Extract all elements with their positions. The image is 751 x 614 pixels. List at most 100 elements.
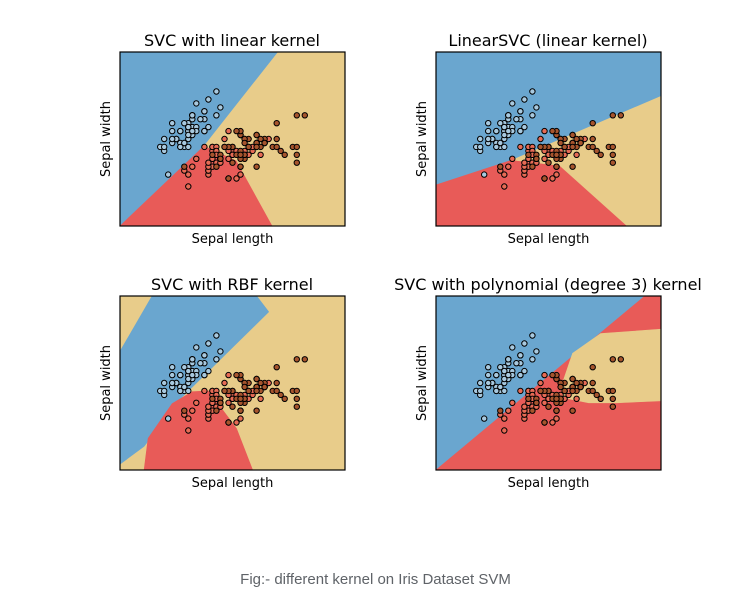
data-points: [157, 332, 308, 434]
point-setosa: [201, 371, 208, 379]
point-setosa: [477, 387, 484, 395]
point-virginica: [253, 143, 260, 151]
point-versicolor: [185, 427, 192, 434]
data-points: [473, 88, 624, 190]
point-virginica: [569, 131, 576, 139]
point-setosa: [485, 364, 492, 371]
point-versicolor: [501, 183, 508, 190]
point-virginica: [589, 387, 596, 395]
decision-regions: [120, 52, 345, 226]
point-virginica: [537, 387, 544, 395]
data-points: [473, 332, 624, 434]
point-virginica: [301, 356, 308, 363]
point-virginica: [261, 139, 268, 147]
subplot-title: LinearSVC (linear kernel): [448, 31, 647, 50]
point-setosa: [189, 371, 196, 379]
point-versicolor: [541, 399, 548, 406]
point-virginica: [273, 364, 280, 371]
point-virginica: [609, 159, 616, 166]
point-virginica: [609, 151, 616, 159]
point-setosa: [505, 356, 512, 363]
point-versicolor: [537, 379, 544, 387]
point-virginica: [545, 159, 552, 166]
point-setosa: [477, 143, 484, 151]
point-virginica: [213, 407, 220, 414]
point-versicolor: [573, 151, 580, 159]
point-setosa: [161, 143, 168, 151]
point-setosa: [181, 139, 188, 147]
point-virginica: [561, 387, 568, 395]
point-setosa: [217, 348, 224, 355]
point-virginica: [221, 143, 228, 151]
point-virginica: [237, 151, 244, 159]
point-virginica: [229, 159, 236, 166]
point-virginica: [245, 387, 252, 395]
point-setosa: [477, 379, 484, 387]
point-virginica: [597, 151, 604, 159]
point-versicolor: [201, 387, 208, 395]
point-setosa: [533, 104, 540, 111]
point-virginica: [593, 147, 600, 155]
point-virginica: [281, 151, 288, 159]
point-setosa: [505, 127, 512, 135]
point-virginica: [273, 135, 280, 143]
point-virginica: [609, 403, 616, 410]
point-virginica: [273, 143, 280, 151]
point-virginica: [609, 143, 616, 151]
point-virginica: [533, 155, 540, 163]
point-setosa: [185, 375, 192, 383]
point-setosa: [509, 344, 516, 351]
point-versicolor: [185, 171, 192, 178]
point-virginica: [241, 139, 248, 147]
point-setosa: [485, 379, 492, 387]
point-virginica: [589, 379, 596, 387]
point-versicolor: [517, 143, 524, 151]
point-versicolor: [225, 371, 232, 379]
subplot-2: LinearSVC (linear kernel) Sepal length Sep…: [415, 31, 662, 247]
point-versicolor: [185, 183, 192, 190]
point-virginica: [209, 151, 216, 159]
point-setosa: [185, 143, 192, 151]
point-setosa: [201, 127, 208, 135]
point-virginica: [497, 407, 504, 414]
point-setosa: [205, 367, 212, 375]
point-setosa: [505, 112, 512, 119]
point-virginica: [561, 143, 568, 151]
point-setosa: [501, 143, 508, 151]
point-virginica: [245, 143, 252, 151]
point-setosa: [205, 340, 212, 347]
x-axis-label: Sepal length: [192, 476, 274, 491]
point-virginica: [557, 383, 564, 391]
point-virginica: [273, 387, 280, 395]
point-virginica: [233, 127, 240, 135]
point-virginica: [569, 143, 576, 151]
point-versicolor: [225, 155, 232, 163]
point-versicolor: [205, 159, 212, 166]
point-virginica: [589, 364, 596, 371]
point-setosa: [189, 127, 196, 135]
point-versicolor: [221, 135, 228, 143]
point-setosa: [521, 123, 528, 131]
axes-frame: [435, 295, 662, 471]
point-setosa: [197, 360, 204, 367]
point-setosa: [477, 135, 484, 143]
point-versicolor: [549, 175, 556, 182]
point-virginica: [293, 356, 300, 363]
data-points: [157, 88, 308, 190]
point-virginica: [609, 356, 616, 363]
point-virginica: [557, 139, 564, 147]
x-axis-label: Sepal length: [192, 232, 274, 247]
point-versicolor: [505, 163, 512, 170]
point-virginica: [253, 407, 260, 414]
point-virginica: [229, 403, 236, 410]
point-virginica: [293, 143, 300, 151]
point-setosa: [177, 127, 184, 135]
point-setosa: [497, 120, 504, 127]
point-virginica: [529, 163, 536, 170]
point-setosa: [497, 383, 504, 391]
point-setosa: [497, 139, 504, 147]
point-virginica: [573, 135, 580, 143]
point-setosa: [181, 120, 188, 127]
point-setosa: [529, 356, 536, 363]
x-axis-label: Sepal length: [508, 476, 590, 491]
